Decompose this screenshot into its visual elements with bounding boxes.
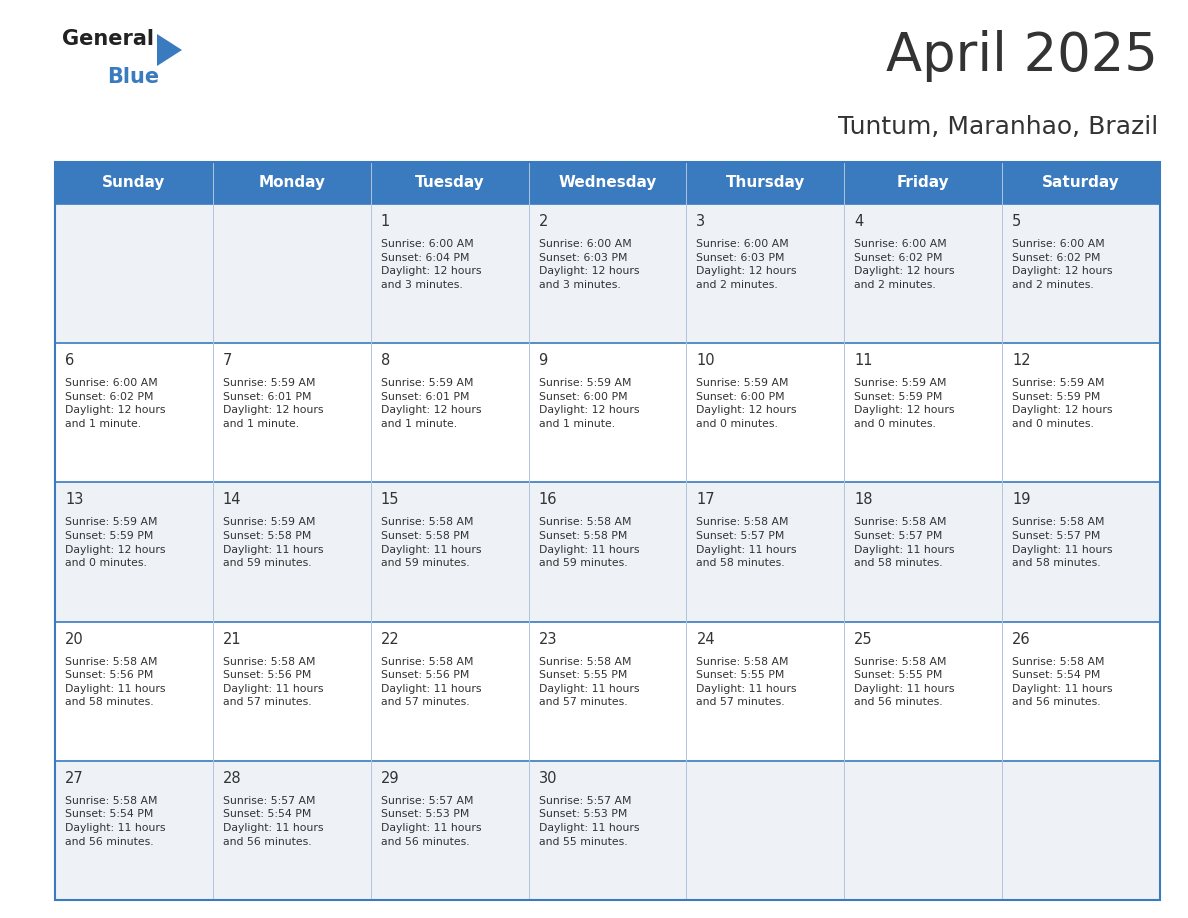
Text: 18: 18 xyxy=(854,492,873,508)
Text: General: General xyxy=(62,29,154,49)
Text: Sunrise: 5:58 AM
Sunset: 5:55 PM
Daylight: 11 hours
and 57 minutes.: Sunrise: 5:58 AM Sunset: 5:55 PM Dayligh… xyxy=(696,656,797,708)
Text: Sunrise: 5:58 AM
Sunset: 5:56 PM
Daylight: 11 hours
and 57 minutes.: Sunrise: 5:58 AM Sunset: 5:56 PM Dayligh… xyxy=(223,656,323,708)
Text: 29: 29 xyxy=(380,771,399,786)
Text: Sunrise: 5:59 AM
Sunset: 6:01 PM
Daylight: 12 hours
and 1 minute.: Sunrise: 5:59 AM Sunset: 6:01 PM Dayligh… xyxy=(223,378,323,429)
Text: Sunrise: 6:00 AM
Sunset: 6:03 PM
Daylight: 12 hours
and 2 minutes.: Sunrise: 6:00 AM Sunset: 6:03 PM Dayligh… xyxy=(696,239,797,290)
Text: Sunrise: 5:58 AM
Sunset: 5:58 PM
Daylight: 11 hours
and 59 minutes.: Sunrise: 5:58 AM Sunset: 5:58 PM Dayligh… xyxy=(538,518,639,568)
Text: 13: 13 xyxy=(65,492,83,508)
Text: Sunrise: 6:00 AM
Sunset: 6:04 PM
Daylight: 12 hours
and 3 minutes.: Sunrise: 6:00 AM Sunset: 6:04 PM Dayligh… xyxy=(380,239,481,290)
Text: 4: 4 xyxy=(854,214,864,229)
Text: Sunrise: 5:57 AM
Sunset: 5:53 PM
Daylight: 11 hours
and 56 minutes.: Sunrise: 5:57 AM Sunset: 5:53 PM Dayligh… xyxy=(380,796,481,846)
Text: 2: 2 xyxy=(538,214,548,229)
Text: 10: 10 xyxy=(696,353,715,368)
Text: 27: 27 xyxy=(65,771,83,786)
Text: Tuntum, Maranhao, Brazil: Tuntum, Maranhao, Brazil xyxy=(838,115,1158,139)
Text: April 2025: April 2025 xyxy=(886,30,1158,82)
Text: Sunrise: 5:59 AM
Sunset: 6:00 PM
Daylight: 12 hours
and 1 minute.: Sunrise: 5:59 AM Sunset: 6:00 PM Dayligh… xyxy=(538,378,639,429)
Text: 14: 14 xyxy=(223,492,241,508)
Text: 19: 19 xyxy=(1012,492,1031,508)
Text: 26: 26 xyxy=(1012,632,1031,646)
Bar xyxy=(55,621,1159,761)
Text: Blue: Blue xyxy=(107,67,159,87)
Text: Sunday: Sunday xyxy=(102,175,165,191)
Text: Sunrise: 5:59 AM
Sunset: 5:59 PM
Daylight: 12 hours
and 0 minutes.: Sunrise: 5:59 AM Sunset: 5:59 PM Dayligh… xyxy=(854,378,955,429)
Text: Thursday: Thursday xyxy=(726,175,805,191)
Text: Sunrise: 5:58 AM
Sunset: 5:58 PM
Daylight: 11 hours
and 59 minutes.: Sunrise: 5:58 AM Sunset: 5:58 PM Dayligh… xyxy=(380,518,481,568)
Text: Sunrise: 5:59 AM
Sunset: 6:01 PM
Daylight: 12 hours
and 1 minute.: Sunrise: 5:59 AM Sunset: 6:01 PM Dayligh… xyxy=(380,378,481,429)
Text: 22: 22 xyxy=(380,632,399,646)
Text: 23: 23 xyxy=(538,632,557,646)
Text: Sunrise: 5:58 AM
Sunset: 5:55 PM
Daylight: 11 hours
and 56 minutes.: Sunrise: 5:58 AM Sunset: 5:55 PM Dayligh… xyxy=(854,656,955,708)
Text: Sunrise: 6:00 AM
Sunset: 6:02 PM
Daylight: 12 hours
and 1 minute.: Sunrise: 6:00 AM Sunset: 6:02 PM Dayligh… xyxy=(65,378,165,429)
Text: Saturday: Saturday xyxy=(1042,175,1120,191)
Text: Sunrise: 5:57 AM
Sunset: 5:54 PM
Daylight: 11 hours
and 56 minutes.: Sunrise: 5:57 AM Sunset: 5:54 PM Dayligh… xyxy=(223,796,323,846)
Text: 11: 11 xyxy=(854,353,873,368)
Text: 24: 24 xyxy=(696,632,715,646)
Text: 28: 28 xyxy=(223,771,241,786)
Text: Sunrise: 5:57 AM
Sunset: 5:53 PM
Daylight: 11 hours
and 55 minutes.: Sunrise: 5:57 AM Sunset: 5:53 PM Dayligh… xyxy=(538,796,639,846)
Bar xyxy=(55,162,1159,204)
Text: 1: 1 xyxy=(380,214,390,229)
Text: Sunrise: 5:58 AM
Sunset: 5:57 PM
Daylight: 11 hours
and 58 minutes.: Sunrise: 5:58 AM Sunset: 5:57 PM Dayligh… xyxy=(696,518,797,568)
Text: Sunrise: 5:58 AM
Sunset: 5:57 PM
Daylight: 11 hours
and 58 minutes.: Sunrise: 5:58 AM Sunset: 5:57 PM Dayligh… xyxy=(854,518,955,568)
Text: 6: 6 xyxy=(65,353,74,368)
Text: 25: 25 xyxy=(854,632,873,646)
Text: Sunrise: 5:58 AM
Sunset: 5:56 PM
Daylight: 11 hours
and 58 minutes.: Sunrise: 5:58 AM Sunset: 5:56 PM Dayligh… xyxy=(65,656,165,708)
Text: Wednesday: Wednesday xyxy=(558,175,657,191)
Text: 7: 7 xyxy=(223,353,232,368)
Text: 17: 17 xyxy=(696,492,715,508)
Text: Sunrise: 5:59 AM
Sunset: 5:59 PM
Daylight: 12 hours
and 0 minutes.: Sunrise: 5:59 AM Sunset: 5:59 PM Dayligh… xyxy=(1012,378,1113,429)
Text: 30: 30 xyxy=(538,771,557,786)
Text: Sunrise: 5:59 AM
Sunset: 6:00 PM
Daylight: 12 hours
and 0 minutes.: Sunrise: 5:59 AM Sunset: 6:00 PM Dayligh… xyxy=(696,378,797,429)
Text: 16: 16 xyxy=(538,492,557,508)
Text: Sunrise: 6:00 AM
Sunset: 6:03 PM
Daylight: 12 hours
and 3 minutes.: Sunrise: 6:00 AM Sunset: 6:03 PM Dayligh… xyxy=(538,239,639,290)
Text: Sunrise: 6:00 AM
Sunset: 6:02 PM
Daylight: 12 hours
and 2 minutes.: Sunrise: 6:00 AM Sunset: 6:02 PM Dayligh… xyxy=(854,239,955,290)
Text: 5: 5 xyxy=(1012,214,1022,229)
Text: Tuesday: Tuesday xyxy=(415,175,485,191)
Text: 8: 8 xyxy=(380,353,390,368)
Text: 12: 12 xyxy=(1012,353,1031,368)
Text: 9: 9 xyxy=(538,353,548,368)
Polygon shape xyxy=(157,34,182,66)
Bar xyxy=(55,482,1159,621)
Text: Sunrise: 6:00 AM
Sunset: 6:02 PM
Daylight: 12 hours
and 2 minutes.: Sunrise: 6:00 AM Sunset: 6:02 PM Dayligh… xyxy=(1012,239,1113,290)
Text: Sunrise: 5:58 AM
Sunset: 5:54 PM
Daylight: 11 hours
and 56 minutes.: Sunrise: 5:58 AM Sunset: 5:54 PM Dayligh… xyxy=(65,796,165,846)
Text: 15: 15 xyxy=(380,492,399,508)
Text: Friday: Friday xyxy=(897,175,949,191)
Bar xyxy=(55,343,1159,482)
Text: Monday: Monday xyxy=(258,175,326,191)
Text: Sunrise: 5:59 AM
Sunset: 5:58 PM
Daylight: 11 hours
and 59 minutes.: Sunrise: 5:59 AM Sunset: 5:58 PM Dayligh… xyxy=(223,518,323,568)
Text: Sunrise: 5:58 AM
Sunset: 5:55 PM
Daylight: 11 hours
and 57 minutes.: Sunrise: 5:58 AM Sunset: 5:55 PM Dayligh… xyxy=(538,656,639,708)
Bar xyxy=(55,761,1159,900)
Bar xyxy=(55,162,1159,900)
Bar xyxy=(55,204,1159,343)
Text: 20: 20 xyxy=(65,632,83,646)
Text: Sunrise: 5:58 AM
Sunset: 5:57 PM
Daylight: 11 hours
and 58 minutes.: Sunrise: 5:58 AM Sunset: 5:57 PM Dayligh… xyxy=(1012,518,1113,568)
Text: Sunrise: 5:58 AM
Sunset: 5:56 PM
Daylight: 11 hours
and 57 minutes.: Sunrise: 5:58 AM Sunset: 5:56 PM Dayligh… xyxy=(380,656,481,708)
Text: Sunrise: 5:59 AM
Sunset: 5:59 PM
Daylight: 12 hours
and 0 minutes.: Sunrise: 5:59 AM Sunset: 5:59 PM Dayligh… xyxy=(65,518,165,568)
Text: 3: 3 xyxy=(696,214,706,229)
Text: Sunrise: 5:58 AM
Sunset: 5:54 PM
Daylight: 11 hours
and 56 minutes.: Sunrise: 5:58 AM Sunset: 5:54 PM Dayligh… xyxy=(1012,656,1113,708)
Text: 21: 21 xyxy=(223,632,241,646)
